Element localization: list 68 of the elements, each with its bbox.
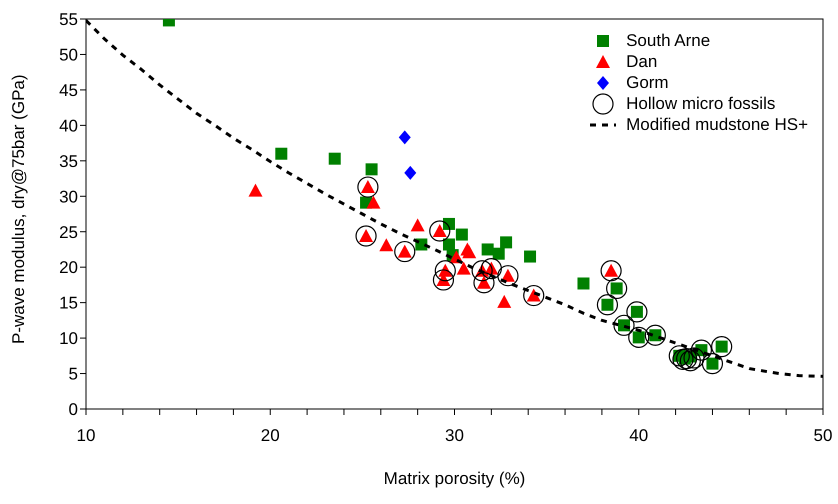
x-axis-title: Matrix porosity (%) [384, 469, 526, 488]
point [429, 220, 450, 242]
point [462, 245, 476, 258]
point [676, 348, 698, 370]
point [442, 218, 455, 230]
point [355, 225, 377, 247]
point [434, 260, 456, 282]
y-tick-label: 30 [59, 187, 78, 206]
point [596, 294, 618, 316]
legend-label: Modified mudstone HS+ [626, 114, 808, 134]
point [366, 163, 378, 176]
legend-label: Gorm [626, 72, 669, 92]
point [702, 353, 724, 374]
point [683, 347, 705, 369]
y-tick-label: 40 [59, 116, 78, 136]
point [410, 218, 425, 232]
point [366, 196, 380, 209]
point [492, 248, 505, 260]
point [500, 236, 512, 248]
point [432, 269, 454, 291]
point [357, 176, 378, 198]
y-tick-label: 50 [59, 45, 78, 64]
y-axis-title: P-wave modulus, dry@75bar (GPa) [9, 74, 28, 344]
point [473, 272, 495, 294]
point [248, 184, 263, 197]
point [600, 260, 622, 282]
point [275, 148, 288, 160]
legend-label: Hollow micro fossils [626, 94, 776, 114]
point [577, 277, 590, 290]
point [668, 345, 690, 366]
point [472, 260, 493, 282]
point [398, 130, 411, 144]
point [644, 324, 666, 346]
point [690, 340, 712, 361]
x-tick-label: 50 [814, 426, 832, 446]
point [480, 258, 502, 280]
y-tick-label: 0 [68, 400, 78, 420]
point [711, 336, 732, 358]
point [626, 301, 648, 322]
point [613, 314, 635, 336]
point [606, 278, 628, 300]
point [523, 284, 544, 306]
point [524, 250, 536, 263]
point [482, 243, 494, 256]
legend-label: South Arne [626, 30, 710, 50]
point [328, 152, 341, 165]
legend-label: Dan [626, 52, 658, 72]
x-tick-label: 40 [629, 426, 648, 446]
point [680, 350, 701, 372]
y-tick-label: 5 [68, 364, 78, 384]
y-tick-label: 20 [59, 258, 78, 278]
y-tick-label: 55 [59, 10, 78, 30]
point [456, 228, 468, 241]
y-tick-label: 25 [59, 222, 78, 242]
y-tick-label: 45 [59, 80, 78, 100]
x-tick-label: 30 [445, 426, 464, 446]
point [404, 166, 416, 180]
point [497, 265, 519, 286]
point [497, 294, 512, 308]
x-tick-label: 20 [260, 426, 280, 446]
point [456, 262, 471, 275]
point [394, 240, 416, 262]
point [628, 326, 650, 348]
y-tick-label: 15 [59, 294, 78, 313]
point [379, 238, 394, 252]
point [672, 348, 694, 370]
y-tick-label: 10 [59, 329, 78, 348]
y-tick-label: 35 [59, 152, 78, 171]
